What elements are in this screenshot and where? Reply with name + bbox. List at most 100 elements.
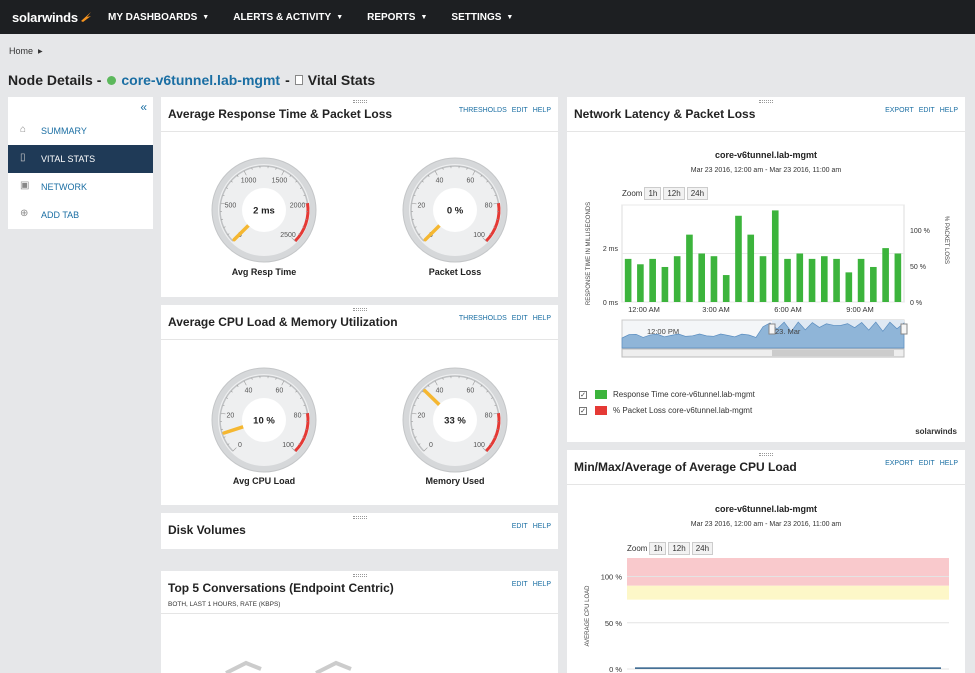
checkbox-checked-icon[interactable]: ✓ — [579, 390, 587, 399]
bar-response-time — [870, 266, 877, 302]
drag-handle[interactable] — [352, 100, 367, 103]
collapse-sidebar-icon[interactable]: « — [140, 100, 147, 114]
network-icon: ▣ — [20, 180, 30, 191]
bar-response-time — [771, 210, 779, 302]
gauge-dial: 050010001500200025002 ms — [211, 157, 317, 263]
y-axis-label: AVERAGE CPU LOAD — [585, 585, 591, 647]
edit-link[interactable]: EDIT — [511, 581, 528, 588]
gauge-value: 33 % — [444, 416, 466, 427]
edit-link[interactable]: EDIT — [511, 315, 528, 322]
breadcrumb-home[interactable]: Home — [9, 46, 34, 56]
export-link[interactable]: EXPORT — [885, 107, 914, 114]
gauge-needle — [423, 223, 442, 242]
divider — [567, 131, 965, 132]
nav-alerts-activity[interactable]: ALERTS & ACTIVITY ▼ — [233, 11, 344, 23]
zoom-24h-button[interactable]: 24h — [691, 542, 714, 555]
bar-response-time — [894, 253, 902, 302]
gauge-dial: 0 20 40 60 80 100 10 % — [211, 367, 317, 473]
bar-response-time — [710, 256, 718, 302]
chevron-down-icon: ▼ — [336, 13, 344, 21]
view-name: Vital Stats — [307, 72, 376, 88]
bar-response-time — [735, 215, 742, 302]
y-tick-label: 50 % — [605, 619, 622, 628]
panel-actions: EDIT HELP — [512, 523, 551, 530]
nav-reports[interactable]: REPORTS ▼ — [367, 11, 428, 23]
plus-circle-icon: ⊕ — [20, 208, 29, 219]
bar-response-time — [624, 258, 632, 302]
bar-response-time — [649, 258, 656, 302]
sidebar-item-network[interactable]: ▣ NETWORK — [20, 180, 87, 193]
panel-title: Top 5 Conversations (Endpoint Centric) — [168, 581, 394, 595]
x-tick-label: 9:00 AM — [846, 305, 874, 314]
gauge-tick-label: 2000 — [290, 203, 306, 210]
gauge-tick-label: 1000 — [241, 178, 257, 185]
drag-handle[interactable] — [759, 100, 773, 103]
edit-link[interactable]: EDIT — [918, 460, 935, 467]
gauge-label: Packet Loss — [428, 267, 482, 277]
zoom-1h-button[interactable]: 1h — [644, 187, 662, 200]
drag-handle[interactable] — [759, 453, 773, 456]
y-axis-label: RESPONSE TIME IN MILLISECONDS — [586, 202, 592, 305]
document-icon: ▯ — [20, 152, 26, 163]
zoom-24h-button[interactable]: 24h — [686, 187, 709, 200]
panel-actions: EDIT HELP — [512, 581, 551, 588]
panel-subtitle: BOTH, LAST 1 HOURS, RATE (KBPS) — [168, 601, 281, 608]
range-handle[interactable] — [900, 323, 908, 335]
node-name-link[interactable]: core-v6tunnel.lab-mgmt — [121, 72, 281, 88]
panel-title: Average Response Time & Packet Loss — [168, 107, 393, 121]
drag-handle[interactable] — [352, 516, 367, 519]
sidebar-item-add-tab[interactable]: ⊕ ADD TAB — [20, 208, 80, 221]
help-link[interactable]: HELP — [939, 107, 958, 114]
gauge-critical-arc — [485, 412, 501, 453]
legend-item-response-time[interactable]: ✓ Response Time core-v6tunnel.lab-mgmt — [579, 390, 755, 399]
title-prefix: Node Details - — [8, 72, 102, 88]
edit-link[interactable]: EDIT — [511, 523, 528, 530]
chevron-down-icon: ▼ — [202, 13, 210, 21]
legend-item-packet-loss[interactable]: ✓ % Packet Loss core-v6tunnel.lab-mgmt — [579, 406, 753, 415]
checkbox-checked-icon[interactable]: ✓ — [579, 406, 587, 415]
sidebar-item-summary[interactable]: ⌂ SUMMARY — [20, 124, 87, 137]
nav-my-dashboards[interactable]: MY DASHBOARDS ▼ — [108, 11, 210, 23]
solarwinds-logo[interactable]: solarwinds — [0, 10, 96, 25]
panel-title: Network Latency & Packet Loss — [574, 107, 756, 121]
legend-swatch — [595, 390, 607, 399]
drag-handle[interactable] — [352, 574, 367, 577]
edit-link[interactable]: EDIT — [918, 107, 935, 114]
help-link[interactable]: HELP — [532, 523, 551, 530]
export-link[interactable]: EXPORT — [885, 460, 914, 467]
y2-tick-label: 100 % — [910, 228, 930, 235]
thresholds-link[interactable]: THRESHOLDS — [458, 107, 507, 114]
help-link[interactable]: HELP — [939, 460, 958, 467]
gauge-tick-label: 60 — [467, 388, 475, 395]
chart-title: core-v6tunnel.lab-mgmt — [714, 504, 817, 514]
gauge-tick-label: 0 — [429, 442, 433, 449]
y2-tick-label: 0 % — [910, 300, 922, 307]
gauge-tick-label: 1500 — [272, 178, 288, 185]
x-tick-label: 6:00 AM — [774, 305, 802, 314]
gauge-tick-label: 500 — [225, 203, 237, 210]
zoom-12h-button[interactable]: 12h — [663, 187, 685, 200]
bar-response-time — [833, 258, 840, 302]
drag-handle[interactable] — [352, 308, 367, 311]
gauge-dial: 0 20 40 60 80 100 33 % — [402, 367, 508, 473]
page-title: Node Details - core-v6tunnel.lab-mgmt - … — [8, 72, 375, 88]
gauge-dial: 0204060801000 % — [402, 157, 508, 263]
zoom-1h-button[interactable]: 1h — [649, 542, 667, 555]
gauge-tick-label: 100 — [473, 442, 485, 449]
zoom-12h-button[interactable]: 12h — [668, 542, 690, 555]
sidebar-item-vital-stats[interactable]: ▯ VITAL STATS — [8, 145, 153, 173]
chevron-right-icon: ▶ — [38, 48, 43, 55]
bar-response-time — [686, 234, 693, 302]
navigator-scrollbar[interactable] — [621, 348, 905, 358]
help-link[interactable]: HELP — [532, 581, 551, 588]
gauge-value: 10 % — [253, 416, 275, 427]
nav-settings[interactable]: SETTINGS ▼ — [451, 11, 514, 23]
title-separator: - — [285, 72, 290, 88]
y2-tick-label: 50 % — [910, 264, 926, 271]
help-link[interactable]: HELP — [532, 107, 551, 114]
edit-link[interactable]: EDIT — [511, 107, 528, 114]
range-handle[interactable] — [768, 323, 776, 335]
thresholds-link[interactable]: THRESHOLDS — [458, 315, 507, 322]
help-link[interactable]: HELP — [532, 315, 551, 322]
gauge-value: 0 % — [447, 206, 464, 217]
